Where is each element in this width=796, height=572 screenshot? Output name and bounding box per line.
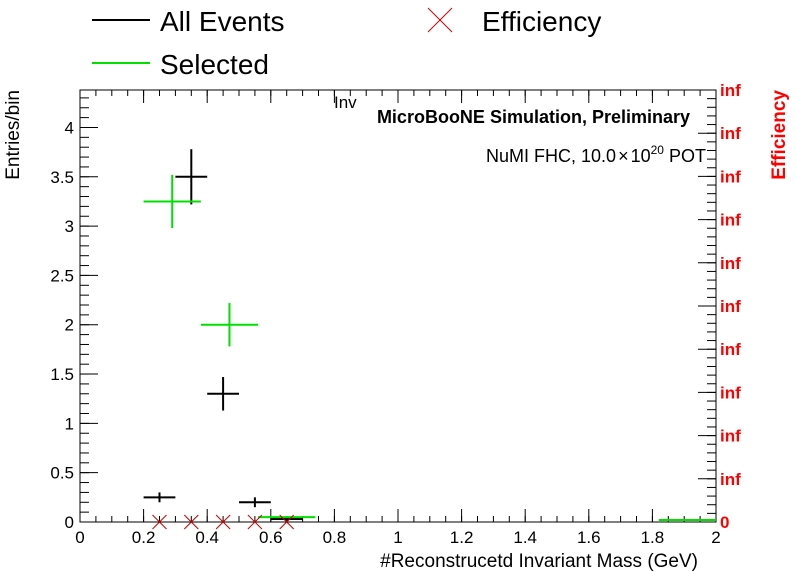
- y2-tick-label: inf: [720, 211, 741, 230]
- legend-selected-label: Selected: [160, 49, 269, 80]
- y-tick-label: 4: [65, 118, 74, 137]
- efficiency-marker: [247, 514, 263, 530]
- y-tick-label: 0.5: [50, 464, 74, 483]
- x-tick-label: 1: [393, 528, 402, 547]
- y-tick-label: 1.5: [50, 365, 74, 384]
- selected-point: [200, 303, 259, 347]
- selected-point: [143, 174, 201, 229]
- all-events-point: [175, 149, 208, 205]
- y2-tick-label: inf: [720, 81, 741, 100]
- series-layer: [143, 149, 716, 530]
- y-tick-label: 3.5: [50, 168, 74, 187]
- efficiency-marker-stroke-b: [215, 514, 231, 530]
- all-events-point: [207, 377, 239, 411]
- x-tick-label: 1.8: [641, 528, 665, 547]
- legend-efficiency-label: Efficiency: [482, 6, 601, 37]
- y2-tick-label: 0: [720, 513, 729, 532]
- chart-title: Inv: [334, 93, 357, 112]
- y2-tick-label: inf: [720, 297, 741, 316]
- y-tick-label: 1: [65, 414, 74, 433]
- y2-tick-label: inf: [720, 124, 741, 143]
- y2-axis-title: Efficiency: [769, 90, 790, 180]
- x-tick-label: 0.6: [259, 528, 283, 547]
- y-axis-title: Entries/bin: [3, 90, 24, 180]
- x-tick-label: 0: [75, 528, 84, 547]
- all-events-point: [143, 492, 176, 503]
- x-tick-label: 2: [711, 528, 720, 547]
- y-tick-label: 2: [65, 316, 74, 335]
- efficiency-marker-stroke-b: [152, 514, 167, 530]
- y2-tick-label: inf: [720, 383, 741, 402]
- efficiency-marker-stroke-b: [183, 514, 199, 530]
- x-axis: 0 0.2 0.4 0.6 0.8 1 1.2 1.4 1.6 1.8 2: [75, 90, 721, 547]
- efficiency-marker: [279, 514, 295, 530]
- y2-axis: 0 inf inf inf inf inf inf inf inf inf inf: [698, 81, 741, 532]
- y2-tick-label: inf: [720, 470, 741, 489]
- pot-exponent: 20: [651, 143, 665, 157]
- x-tick-label: 0.4: [195, 528, 219, 547]
- x-tick-label: 0.8: [323, 528, 347, 547]
- efficiency-marker: [215, 514, 231, 530]
- y-axis: 0 0.5 1 1.5 2 2.5 3 3.5 4: [50, 97, 98, 532]
- x-tick-label: 1.6: [577, 528, 601, 547]
- pot-times: ×: [618, 146, 629, 166]
- efficiency-marker-stroke-b: [279, 514, 295, 530]
- x-axis-title: #Reconstrucetd Invariant Mass (GeV): [380, 551, 698, 572]
- efficiency-marker: [152, 514, 167, 530]
- y2-tick-label: inf: [720, 167, 741, 186]
- y2-tick-label: inf: [720, 340, 741, 359]
- x-tick-label: 0.2: [132, 528, 156, 547]
- legend-efficiency-swatch: [427, 7, 453, 33]
- efficiency-marker: [183, 514, 199, 530]
- x-tick-label: 1.4: [513, 528, 537, 547]
- pot-base: 10: [631, 146, 651, 166]
- y-tick-label: 2.5: [50, 266, 74, 285]
- series-selected: [143, 174, 716, 522]
- pot-suffix: POT: [664, 146, 706, 166]
- experiment-label: MicroBooNE Simulation, Preliminary: [377, 107, 690, 127]
- legend: All Events Efficiency Selected: [92, 6, 601, 80]
- pot-label: NuMI FHC, 10.0 × 1020 POT: [486, 143, 706, 166]
- series-all-events: [143, 149, 303, 522]
- series-efficiency: [152, 514, 295, 530]
- y-tick-label: 0: [65, 513, 74, 532]
- all-events-point: [239, 497, 271, 508]
- pot-prefix: NuMI FHC, 10.0: [486, 146, 616, 166]
- y-tick-label: 3: [65, 217, 74, 236]
- legend-all-events-label: All Events: [160, 6, 285, 37]
- y2-tick-label: inf: [720, 254, 741, 273]
- selected-point: [658, 519, 716, 522]
- y2-tick-label: inf: [720, 427, 741, 446]
- x-tick-label: 1.2: [450, 528, 474, 547]
- selected-point: [258, 516, 316, 519]
- efficiency-marker-stroke-b: [247, 514, 263, 530]
